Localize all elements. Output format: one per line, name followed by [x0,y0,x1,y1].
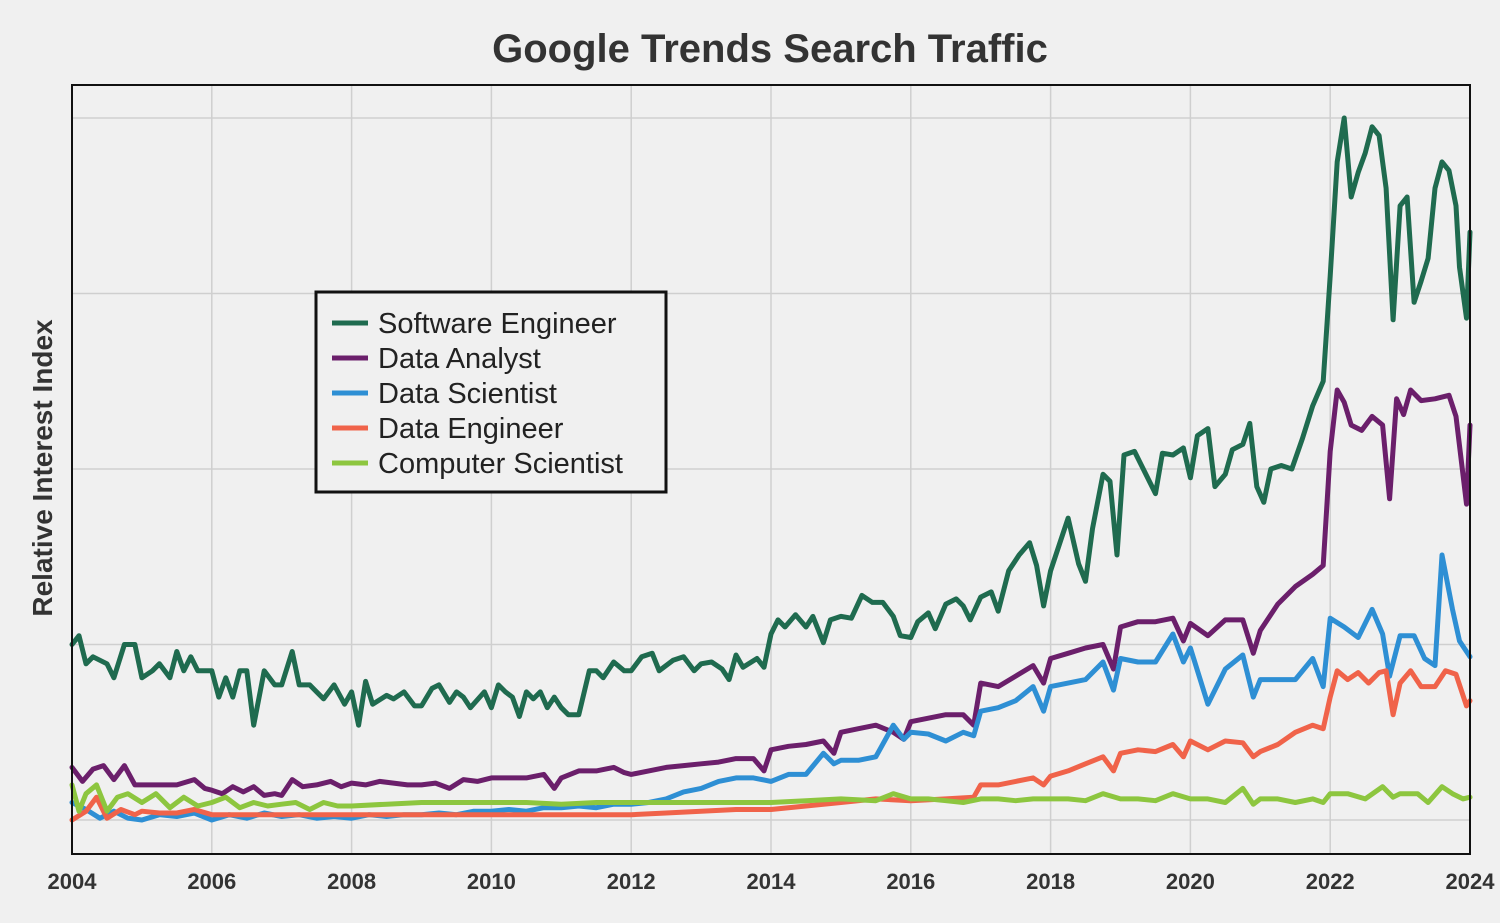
plot-frame [71,84,1471,855]
legend-label: Data Analyst [378,343,541,375]
legend-label: Computer Scientist [378,448,623,480]
x-axis-ticks: 2004 2006 2008 2010 2012 2014 2016 2018 2020 2022… [48,869,1496,894]
x-tick-label: 2022 [1306,869,1355,894]
x-tick-label: 2014 [747,869,797,894]
chart-title: Google Trends Search Traffic [492,27,1048,71]
series-line-software-engineer [69,115,1473,728]
legend-label: Data Engineer [378,413,564,445]
x-tick-label: 2006 [187,869,236,894]
x-tick-label: 2010 [467,869,516,894]
series-lines [69,115,1473,823]
legend-label: Data Scientist [378,378,557,410]
grid-lines [72,85,1470,854]
series-line-data-engineer [69,668,1473,823]
x-tick-label: 2020 [1166,869,1215,894]
y-axis-label: Relative Interest Index [27,319,58,617]
x-tick-label: 2024 [1446,869,1496,894]
x-tick-label: 2008 [327,869,376,894]
x-tick-label: 2004 [48,869,98,894]
x-tick-label: 2016 [886,869,935,894]
series-line-computer-scientist [69,782,1473,814]
legend-label: Software Engineer [378,308,617,340]
series-line-data-analyst [69,387,1473,798]
x-tick-label: 2012 [607,869,656,894]
legend-box [314,290,668,494]
x-tick-label: 2018 [1026,869,1075,894]
